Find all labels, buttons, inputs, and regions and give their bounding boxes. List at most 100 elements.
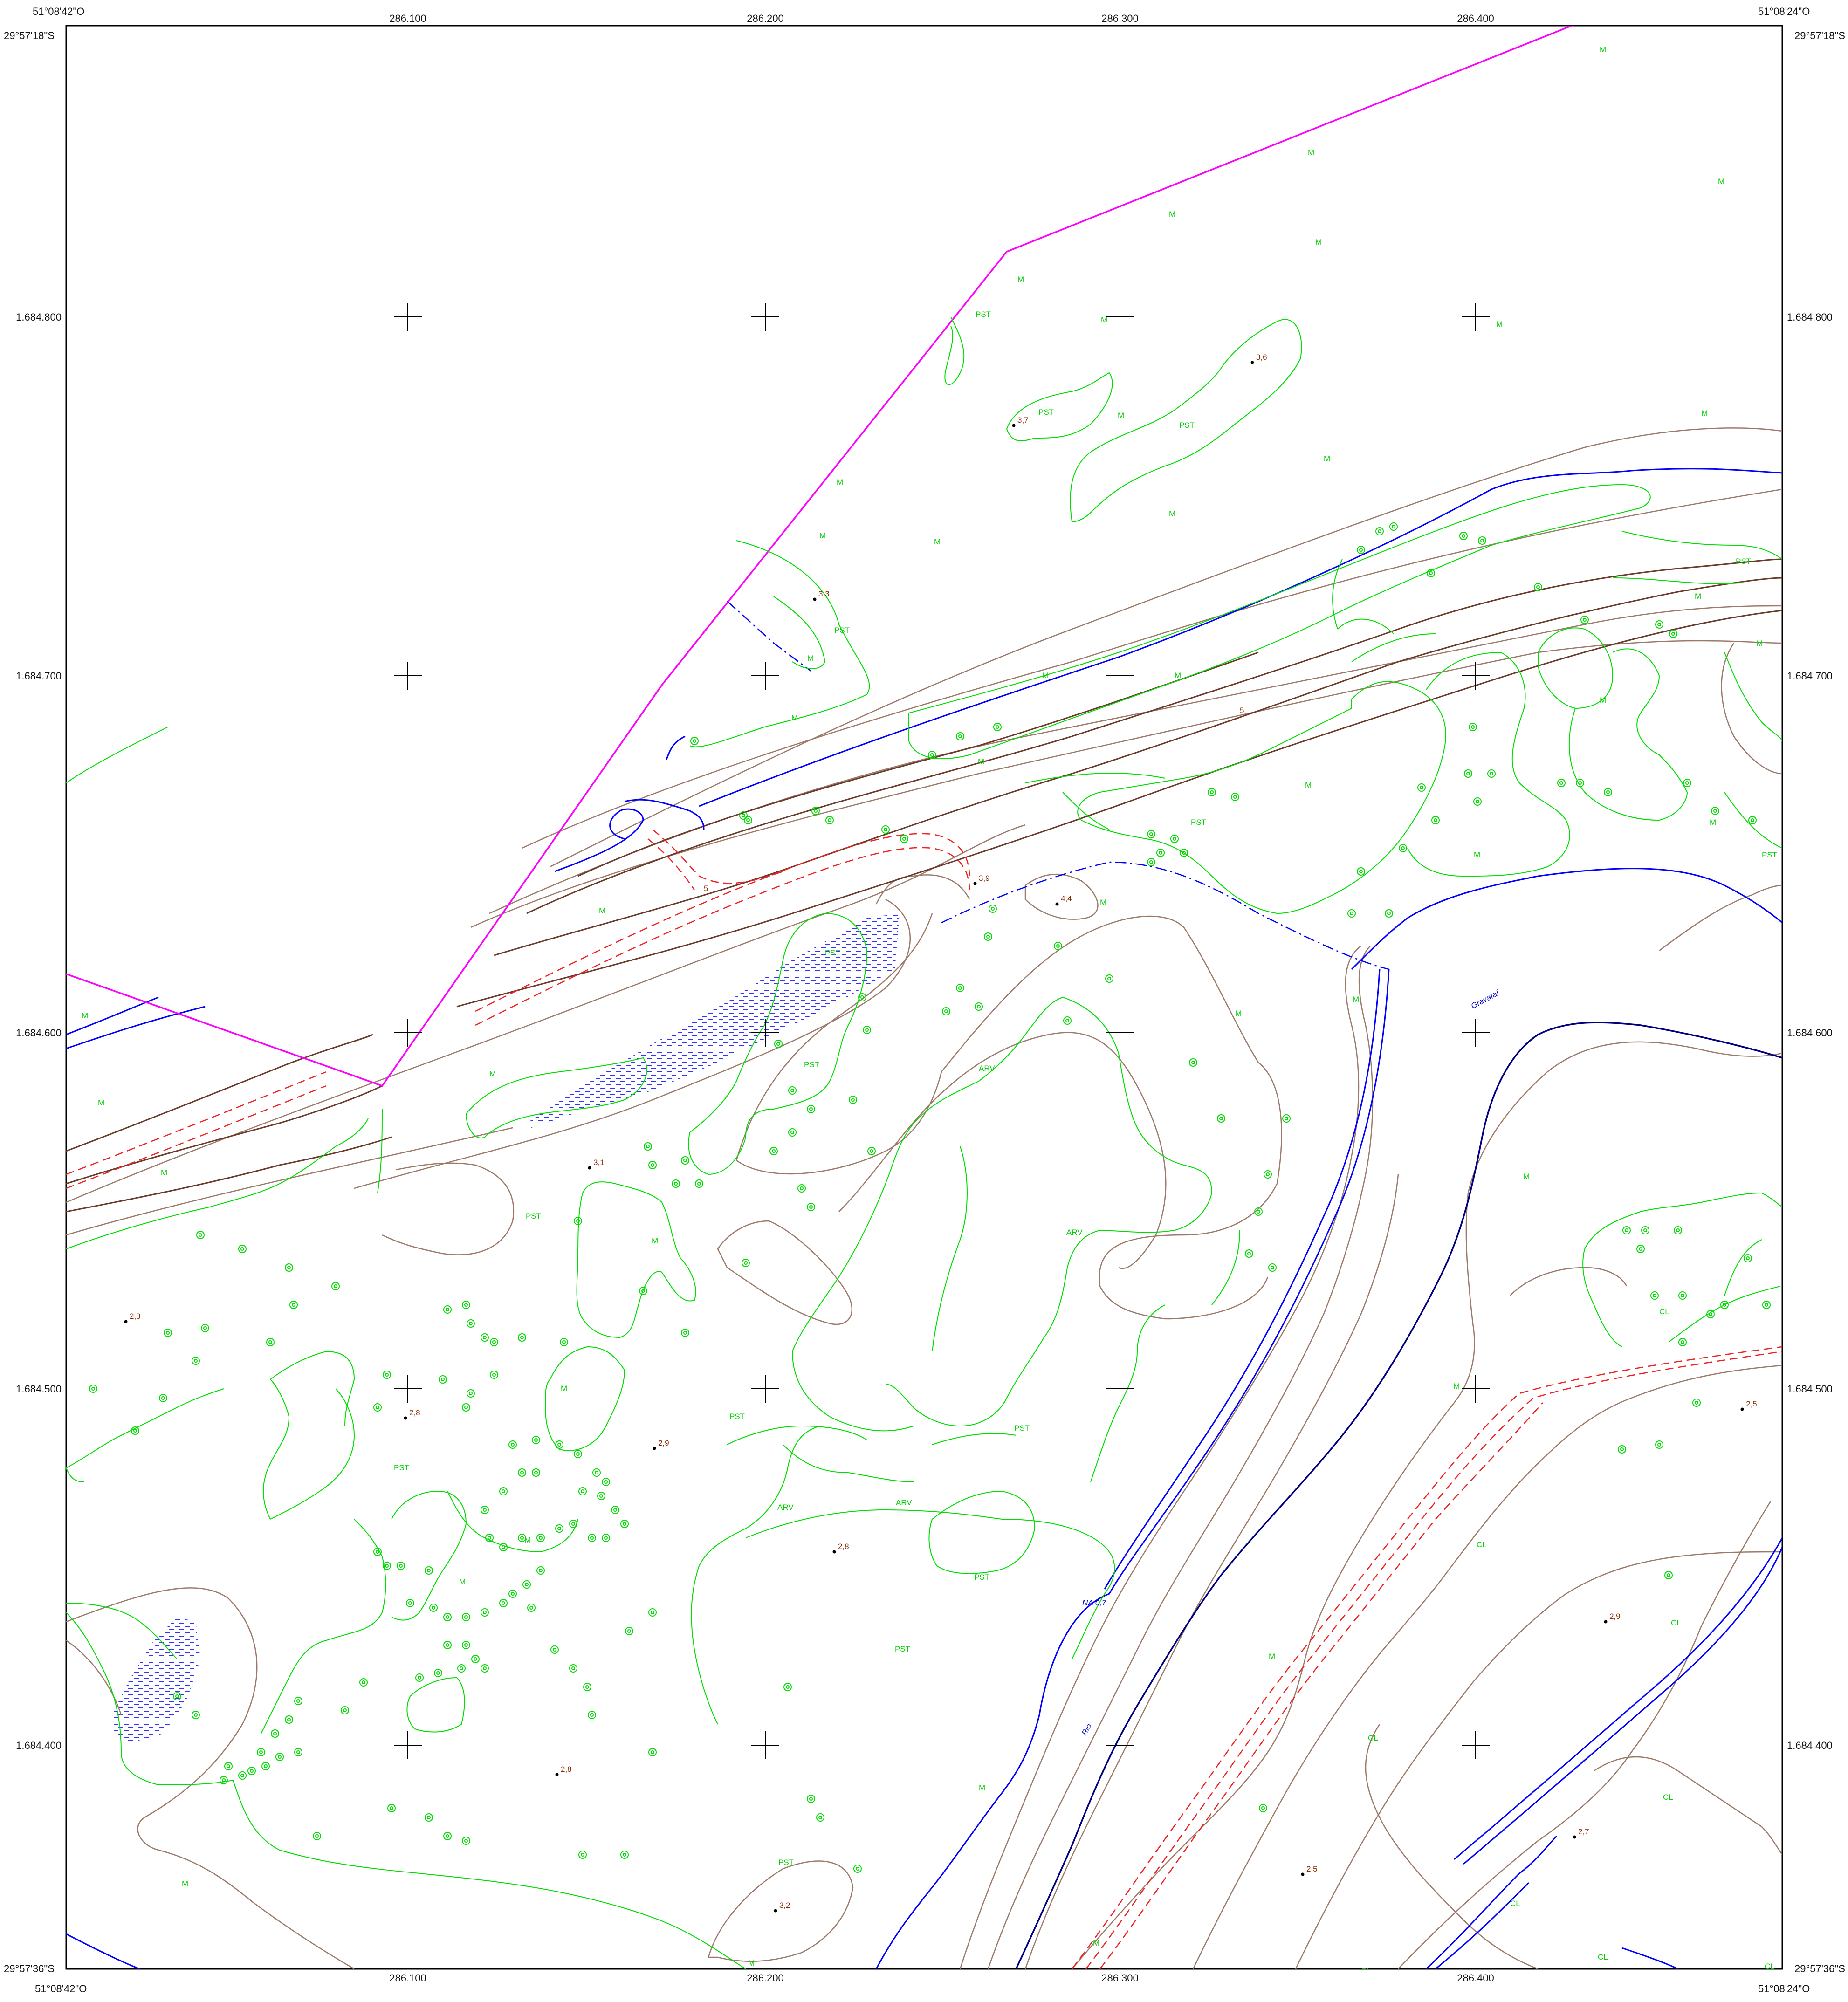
northing-label: 1.684.500 [1787,1383,1833,1395]
tree-symbol [769,1147,778,1155]
tree-symbol-center [511,1443,515,1447]
grid-cross [1462,1019,1490,1047]
tree-symbol [774,1040,783,1048]
tree-symbol [1618,1445,1626,1454]
tree-symbol-center [315,1834,319,1838]
tree-symbol [1762,1301,1771,1309]
tree-symbol [481,1608,489,1617]
tree-symbol-center [746,818,750,822]
tree-symbol [1669,630,1677,638]
tree-symbol-center [1210,790,1214,794]
tree-symbol-center [287,1266,291,1269]
tree-symbol-center [1681,1294,1684,1297]
tree-symbol [508,1440,517,1449]
tree-symbol-center [623,1522,626,1526]
tree-symbol [443,1613,452,1621]
tree-symbol-center [1723,1303,1726,1307]
tree-symbol [257,1748,265,1756]
land-cover-label: M [819,531,826,540]
tree-symbol-center [742,814,745,817]
tree-symbol [1604,788,1612,796]
tree-symbol [1357,867,1365,876]
land-cover-label: M [98,1098,104,1107]
tree-symbol-center [576,1452,580,1456]
tree-symbol [1469,723,1477,731]
tree-symbol-center [809,1205,813,1209]
grid-cross [751,1731,779,1759]
grid-cross [1106,1731,1134,1759]
land-cover-label: M [1017,275,1024,284]
river-banks [1015,1022,1782,1969]
easting-label: 286.200 [747,1972,784,1984]
tree-symbol [816,1813,824,1822]
land-cover-label: M [1324,454,1330,463]
tree-symbol-center [483,1336,487,1339]
tree-symbol-center [427,1569,431,1572]
tree-symbol [797,1184,806,1193]
tree-symbol-center [1695,1401,1698,1405]
tree-symbol [1655,620,1663,629]
land-cover-label: M [1695,592,1701,601]
tree-symbol [1655,1440,1663,1449]
spot-height: 2,9 [653,1439,669,1450]
tree-symbol [588,1534,596,1542]
tree-symbol [499,1487,508,1495]
tree-symbol-center [483,1666,487,1670]
corner-lat-bottom-left: 29°57'36"S [4,1963,55,1975]
svg-text:4,4: 4,4 [1061,894,1072,903]
tree-symbol [1748,816,1757,824]
tree-symbol [462,1301,470,1309]
tree-symbol-center [1643,1228,1647,1232]
land-cover-label: M [82,1011,88,1020]
easting-label: 286.400 [1457,1972,1494,1984]
tree-symbol-center [1606,790,1610,794]
land-cover-label: M [1169,509,1175,518]
tree-symbol-center [800,1186,804,1190]
tree-symbol-center [790,1131,794,1134]
tree-symbol-center [432,1606,435,1610]
grid-cross [394,303,422,331]
river-north-bank [699,468,1782,807]
tree-symbol-center [1392,525,1395,528]
easting-label: 286.400 [1457,13,1494,24]
land-cover-label: CL [1659,1307,1669,1316]
tree-symbol [569,1520,577,1528]
tree-symbol [518,1534,526,1542]
map-frame [65,25,1783,1970]
land-cover-label: M [748,1959,755,1968]
tree-symbol-center [1713,809,1717,813]
spot-height: 2,8 [404,1408,420,1420]
svg-text:2,5: 2,5 [1306,1865,1318,1873]
tree-symbol-center [581,1489,584,1493]
tree-symbol [527,1604,536,1612]
tree-symbol [690,737,699,745]
tree-symbol-center [273,1732,277,1735]
tree-symbol-center [1746,1256,1750,1260]
river-upper-bank [624,799,705,830]
tree-symbol [1580,616,1589,624]
tree-symbol-center [525,1583,529,1586]
vegetation-boundaries [66,316,1782,1969]
tree-symbol-center [1149,832,1153,836]
tree-symbol [164,1329,172,1337]
spot-height: 2,8 [832,1542,849,1554]
land-cover-label: PST [825,948,840,957]
tree-symbol [984,932,992,941]
land-cover-label: M [1496,320,1503,329]
tree-symbol-center [1065,1019,1069,1022]
tree-symbol-center [1671,632,1675,636]
tree-symbol [1664,1571,1673,1579]
tree-symbol [956,732,964,740]
tree-symbol [467,1389,475,1398]
tree-symbol-center [1350,912,1353,915]
tree-symbol-center [474,1657,477,1661]
svg-text:3,1: 3,1 [593,1158,605,1167]
tree-symbol-center [585,1685,589,1689]
grid-cross [394,1375,422,1403]
tree-symbol-center [199,1233,202,1237]
tree-symbol-center [464,1643,468,1647]
land-cover-label: PST [976,310,991,319]
tree-symbol-center [539,1536,543,1540]
grid-cross [751,662,779,690]
tree-symbol [373,1403,382,1412]
